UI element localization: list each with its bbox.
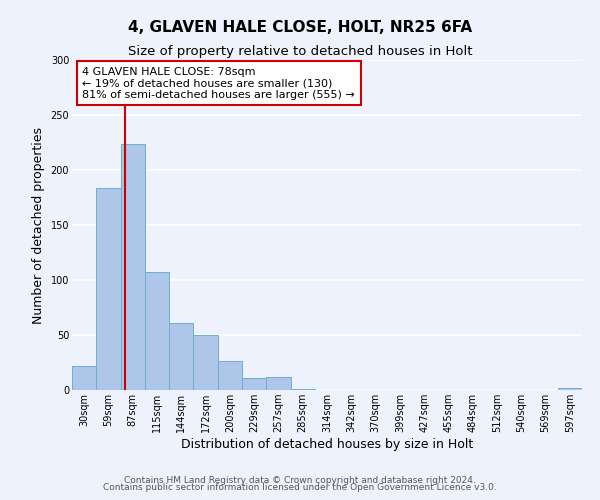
Bar [218,362,242,390]
Bar [169,323,193,390]
Text: 4 GLAVEN HALE CLOSE: 78sqm
← 19% of detached houses are smaller (130)
81% of sem: 4 GLAVEN HALE CLOSE: 78sqm ← 19% of deta… [82,66,355,100]
Y-axis label: Number of detached properties: Number of detached properties [32,126,45,324]
Bar [121,144,145,390]
Bar [72,366,96,390]
Bar [558,388,582,390]
Bar [145,272,169,390]
Text: Contains public sector information licensed under the Open Government Licence v3: Contains public sector information licen… [103,484,497,492]
X-axis label: Distribution of detached houses by size in Holt: Distribution of detached houses by size … [181,438,473,451]
Bar [266,377,290,390]
Text: Size of property relative to detached houses in Holt: Size of property relative to detached ho… [128,45,472,58]
Bar [290,389,315,390]
Text: 4, GLAVEN HALE CLOSE, HOLT, NR25 6FA: 4, GLAVEN HALE CLOSE, HOLT, NR25 6FA [128,20,472,35]
Bar [96,188,121,390]
Bar [242,378,266,390]
Text: Contains HM Land Registry data © Crown copyright and database right 2024.: Contains HM Land Registry data © Crown c… [124,476,476,485]
Bar [193,335,218,390]
